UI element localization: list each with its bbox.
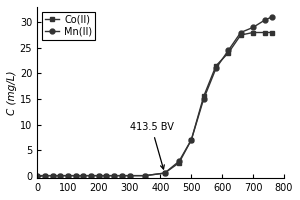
- Co(II): [105, 174, 108, 177]
- Co(II): [143, 174, 147, 177]
- Co(II): [202, 95, 206, 98]
- Co(II): [177, 162, 181, 164]
- Mn(II): [163, 172, 166, 174]
- Mn(II): [97, 174, 101, 177]
- Legend: Co(II), Mn(II): Co(II), Mn(II): [42, 12, 95, 40]
- Co(II): [214, 65, 218, 67]
- Co(II): [163, 172, 166, 174]
- Co(II): [190, 139, 193, 141]
- Co(II): [82, 174, 85, 177]
- Co(II): [43, 174, 46, 177]
- Mn(II): [239, 31, 242, 34]
- Mn(II): [58, 174, 62, 177]
- Co(II): [112, 174, 116, 177]
- Mn(II): [270, 16, 273, 18]
- Co(II): [251, 31, 255, 34]
- Mn(II): [35, 174, 39, 177]
- Mn(II): [66, 174, 70, 177]
- Mn(II): [177, 160, 181, 163]
- Co(II): [264, 31, 267, 34]
- Co(II): [58, 174, 62, 177]
- Mn(II): [112, 174, 116, 177]
- Mn(II): [264, 19, 267, 21]
- Co(II): [239, 34, 242, 36]
- Mn(II): [128, 174, 131, 177]
- Co(II): [270, 31, 273, 34]
- Mn(II): [82, 174, 85, 177]
- Y-axis label: C (mg/L): C (mg/L): [7, 70, 17, 115]
- Co(II): [89, 174, 93, 177]
- Mn(II): [105, 174, 108, 177]
- Mn(II): [120, 174, 124, 177]
- Co(II): [51, 174, 54, 177]
- Mn(II): [51, 174, 54, 177]
- Mn(II): [43, 174, 46, 177]
- Line: Mn(II): Mn(II): [35, 15, 274, 178]
- Co(II): [120, 174, 124, 177]
- Co(II): [97, 174, 101, 177]
- Mn(II): [89, 174, 93, 177]
- Mn(II): [202, 98, 206, 100]
- Text: 413.5 BV: 413.5 BV: [130, 122, 173, 169]
- Mn(II): [74, 174, 77, 177]
- Co(II): [226, 52, 230, 54]
- Line: Co(II): Co(II): [35, 30, 274, 178]
- Co(II): [66, 174, 70, 177]
- Mn(II): [251, 26, 255, 29]
- Mn(II): [190, 139, 193, 141]
- Mn(II): [226, 49, 230, 52]
- Mn(II): [214, 67, 218, 69]
- Mn(II): [143, 174, 147, 177]
- Co(II): [35, 174, 39, 177]
- Co(II): [128, 174, 131, 177]
- Co(II): [74, 174, 77, 177]
